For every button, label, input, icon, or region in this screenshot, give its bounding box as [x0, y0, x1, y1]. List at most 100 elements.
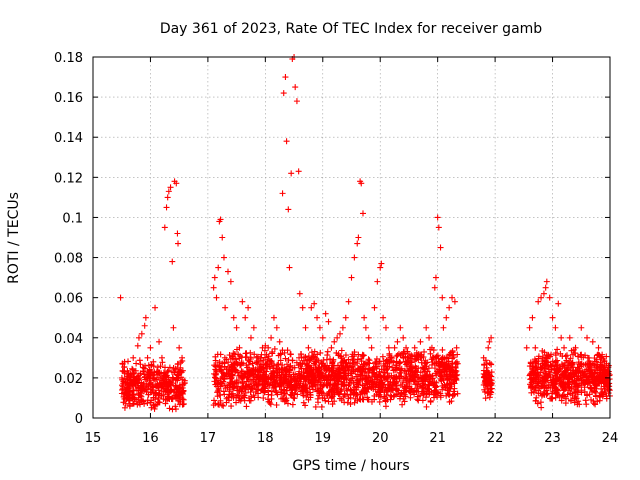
data-point [378, 380, 385, 387]
data-point [166, 396, 173, 403]
data-point [350, 367, 357, 374]
x-tick-label: 17 [200, 431, 217, 446]
data-point [362, 368, 369, 375]
data-point [585, 379, 592, 386]
data-point [279, 347, 286, 354]
data-point [211, 362, 218, 369]
data-point [274, 391, 281, 398]
data-point [421, 375, 428, 382]
data-point [237, 372, 244, 379]
data-point [228, 374, 235, 381]
data-point [138, 330, 145, 337]
data-point [288, 170, 295, 177]
data-point [175, 240, 182, 247]
data-point [307, 392, 314, 399]
data-point [221, 354, 228, 361]
data-point [419, 385, 426, 392]
data-point [247, 334, 254, 341]
data-point [264, 356, 271, 363]
data-point [535, 298, 542, 305]
data-point [540, 391, 547, 398]
data-point [130, 400, 137, 407]
data-point [339, 324, 346, 331]
data-point [165, 367, 172, 374]
data-point [154, 364, 161, 371]
data-point [163, 204, 170, 211]
data-point [174, 230, 181, 237]
data-point [424, 374, 431, 381]
data-point [481, 386, 488, 393]
data-point [374, 278, 381, 285]
data-point [353, 386, 360, 393]
data-point [399, 401, 406, 408]
data-point [549, 358, 556, 365]
data-point [347, 401, 354, 408]
data-point [386, 385, 393, 392]
data-point [453, 344, 460, 351]
data-point [583, 401, 590, 408]
data-point [269, 373, 276, 380]
data-point [552, 373, 559, 380]
data-point [488, 373, 495, 380]
data-point [170, 324, 177, 331]
data-point [315, 399, 322, 406]
data-point [243, 368, 250, 375]
data-point [483, 381, 490, 388]
data-point [120, 399, 127, 406]
data-point [252, 366, 259, 373]
data-point [215, 401, 222, 408]
data-point [575, 369, 582, 376]
data-point [137, 361, 144, 368]
data-point [581, 372, 588, 379]
data-point [216, 401, 223, 408]
data-point [121, 363, 128, 370]
data-point [413, 365, 420, 372]
data-point [592, 392, 599, 399]
data-point [384, 370, 391, 377]
data-point [271, 345, 278, 352]
data-point [523, 344, 530, 351]
data-point [375, 384, 382, 391]
data-point [561, 344, 568, 351]
data-point [403, 344, 410, 351]
data-point [336, 364, 343, 371]
data-point [238, 360, 245, 367]
data-point [164, 380, 171, 387]
data-point [359, 353, 366, 360]
data-point [344, 399, 351, 406]
data-point [277, 357, 284, 364]
data-point [121, 404, 128, 411]
data-point [271, 362, 278, 369]
data-point [342, 367, 349, 374]
data-point [359, 390, 366, 397]
data-point [307, 373, 314, 380]
data-point [403, 371, 410, 378]
data-point [560, 370, 567, 377]
x-tick-label: 15 [85, 431, 102, 446]
data-point [377, 372, 384, 379]
data-point [352, 359, 359, 366]
data-point [248, 378, 255, 385]
data-point [547, 353, 554, 360]
data-point [381, 388, 388, 395]
data-point [302, 402, 309, 409]
data-point [437, 373, 444, 380]
data-point [580, 379, 587, 386]
data-point [357, 396, 364, 403]
data-point [300, 383, 307, 390]
data-point [385, 344, 392, 351]
data-point [266, 399, 273, 406]
data-point [291, 364, 298, 371]
data-point [297, 380, 304, 387]
data-point [546, 371, 553, 378]
data-point [289, 401, 296, 408]
data-point [563, 352, 570, 359]
data-point [298, 354, 305, 361]
data-point [156, 380, 163, 387]
data-point [181, 377, 188, 384]
data-point [359, 382, 366, 389]
data-point [256, 380, 263, 387]
data-point [282, 355, 289, 362]
data-point [362, 324, 369, 331]
data-point [124, 384, 131, 391]
